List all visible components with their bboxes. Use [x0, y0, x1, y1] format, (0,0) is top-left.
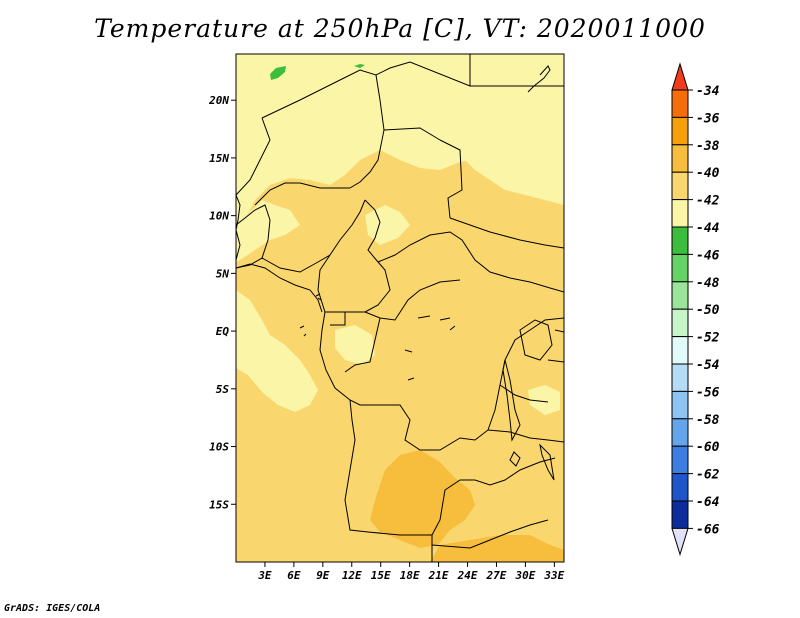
colorbar-swatch: [671, 116, 689, 146]
lon-tick-label: 24E: [457, 569, 478, 582]
colorbar-label: -54: [696, 358, 720, 373]
lon-tick-label: 12E: [342, 569, 362, 582]
colorbar-label: -36: [696, 111, 720, 126]
colorbar-swatch: [671, 253, 689, 283]
field-region-cold-spot-2: [354, 64, 365, 68]
colorbar-swatch: [671, 89, 689, 118]
lat-tick-label: 10S: [209, 441, 229, 454]
colorbar-label: -60: [696, 440, 720, 455]
temperature-field: [236, 54, 564, 562]
lon-tick-label: 15E: [371, 569, 391, 582]
colorbar-swatch: [671, 171, 689, 201]
field-region-south-orange-2: [430, 535, 564, 562]
colorbar-min-arrow: [671, 527, 689, 557]
credit-label: GrADS: IGES/COLA: [4, 603, 101, 614]
colorbar-label: -52: [696, 331, 720, 346]
lon-tick-label: 30E: [514, 569, 535, 582]
colorbar-swatch: [671, 336, 689, 365]
lon-tick-label: 33E: [543, 569, 564, 582]
lat-tick-label: 20N: [208, 94, 229, 107]
lon-tick-label: 18E: [400, 569, 420, 582]
colorbar-label: -38: [696, 139, 720, 154]
colorbar-swatch: [671, 281, 689, 310]
lon-tick-label: 6E: [287, 569, 301, 582]
colorbar-label: -58: [696, 413, 720, 428]
colorbar-swatch: [671, 308, 689, 338]
colorbar-label: -64: [696, 495, 720, 510]
colorbar-label: -40: [696, 166, 720, 181]
colorbar-swatch: [671, 418, 689, 447]
lat-tick-label: 15N: [209, 152, 229, 165]
boundary-lines-congo: [319, 311, 564, 451]
colorbar-label: -66: [696, 522, 720, 537]
lon-tick-label: 9E: [316, 569, 330, 582]
lat-tick-label: 15S: [209, 498, 229, 511]
lat-tick-label: 10N: [209, 210, 229, 223]
boundary-lines-central: [317, 217, 564, 326]
colorbar-swatch: [671, 144, 689, 173]
colorbar-swatch: [671, 473, 689, 502]
colorbar-label: -42: [696, 194, 720, 209]
colorbar-swatch: [671, 445, 689, 475]
colorbar-swatch: [671, 500, 689, 529]
colorbar: -34 -36 -38 -40 -42 -44 -46 -48 -50 -52 -54 -56 -58 -…: [671, 62, 720, 557]
coastline-gulf: [236, 194, 323, 337]
axis-ticks: 20N 15N 10N 5N EQ 5S 10S 15S 3E 6E 9E 12E 15E 18E 21E 2…: [208, 94, 565, 582]
colorbar-swatch: [671, 199, 689, 228]
colorbar-swatch: [671, 390, 689, 420]
map-title: Temperature at 250hPa [C], VT: 202001100…: [94, 14, 706, 43]
field-region-south-orange: [370, 450, 475, 548]
map-frame: [235, 53, 565, 563]
boundary-lines-north: [236, 54, 564, 219]
field-region-west-light: [236, 290, 318, 412]
colorbar-label: -34: [696, 84, 720, 99]
field-region-north-light-2: [236, 200, 300, 262]
boundary-lines-south: [344, 384, 564, 562]
colorbar-max-arrow: [671, 62, 689, 91]
field-region-east-light-2: [528, 385, 560, 415]
boundary-east-coast: [527, 65, 564, 363]
lake-outlines: [404, 315, 555, 481]
field-region-cold-spot: [270, 66, 286, 80]
lon-tick-label: 27E: [486, 569, 507, 582]
colorbar-label: -50: [696, 303, 720, 318]
lon-tick-label: 21E: [428, 569, 449, 582]
lat-tick-label: EQ: [216, 325, 230, 338]
colorbar-label: -56: [696, 385, 720, 400]
field-region-east-light: [465, 150, 564, 205]
field-region-north-light: [236, 54, 564, 230]
colorbar-label: -44: [696, 221, 720, 236]
lat-tick-label: 5N: [216, 267, 230, 280]
colorbar-swatch: [671, 226, 689, 255]
colorbar-swatch: [671, 363, 689, 392]
map-boundaries: [236, 54, 564, 562]
field-region-gabon-light: [335, 325, 375, 365]
colorbar-label: -48: [696, 276, 720, 291]
lon-tick-label: 3E: [257, 569, 272, 582]
colorbar-label: -46: [696, 248, 720, 263]
lat-tick-label: 5S: [216, 383, 230, 396]
colorbar-label: -62: [696, 468, 720, 483]
